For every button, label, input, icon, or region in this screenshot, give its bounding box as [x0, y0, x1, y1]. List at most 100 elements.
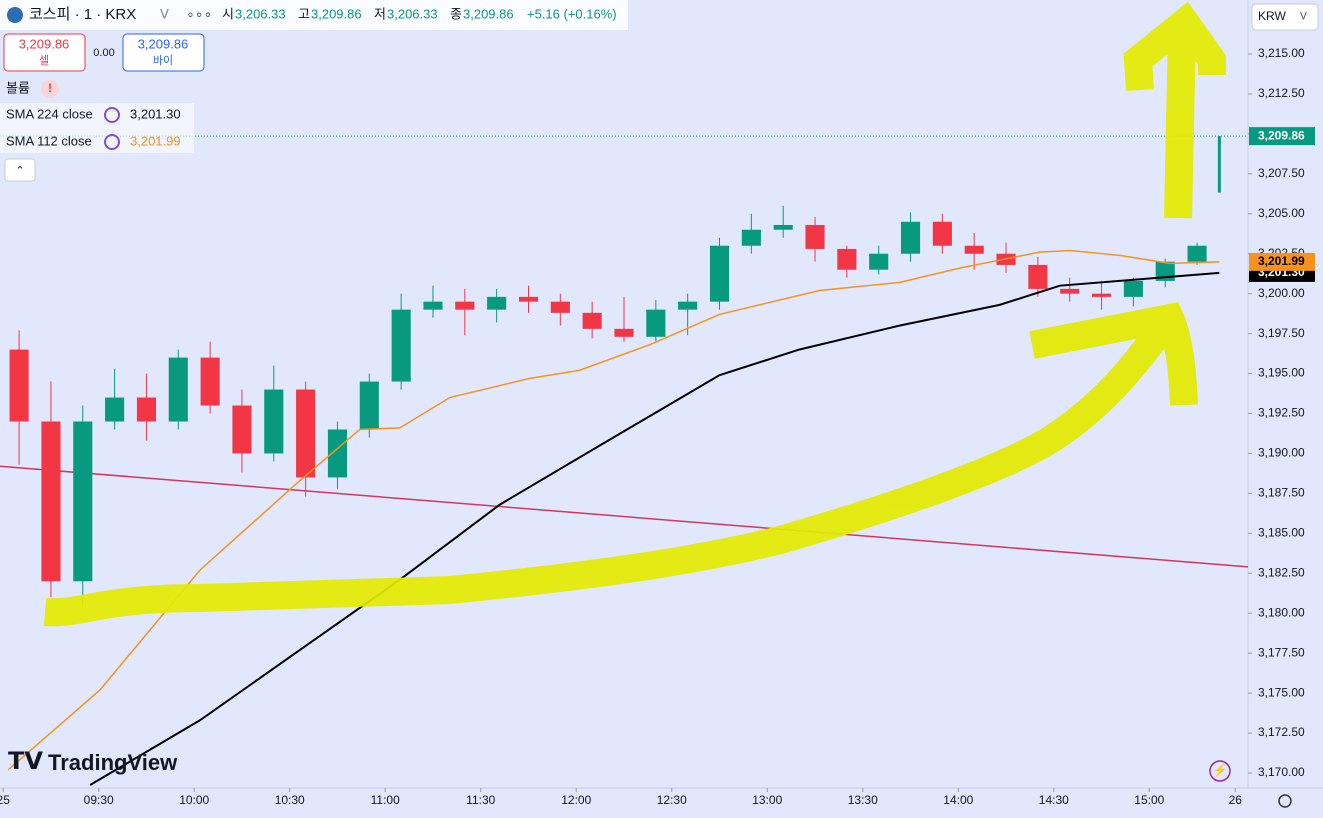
candle-body — [1092, 293, 1112, 297]
price-badge-label: 3,209.86 — [1258, 128, 1305, 142]
y-tick-label: 3,185.00 — [1258, 526, 1305, 540]
y-tick-label: 3,175.00 — [1258, 685, 1305, 699]
y-tick-label: 3,212.50 — [1258, 86, 1305, 100]
y-tick-label: 3,215.00 — [1258, 46, 1305, 60]
candle-body — [1028, 264, 1048, 289]
x-tick-label: 12:30 — [657, 793, 687, 807]
x-tick-label: 10:00 — [179, 793, 209, 807]
legend-name: SMA 112 close — [6, 133, 92, 148]
x-tick-label: 09:30 — [84, 793, 114, 807]
plot: 3,170.00 3,172.50 3,175.00 3,177.50 3,180.00… — [0, 46, 1305, 807]
highlight-stroke — [43, 310, 1181, 627]
legend-value: 3,201.99 — [130, 133, 181, 148]
header-bg — [0, 0, 628, 30]
collapse-button[interactable] — [4, 158, 36, 182]
ohlc-label: 고 — [298, 6, 310, 21]
candle-body — [41, 421, 61, 582]
currency: KRW — [1258, 9, 1286, 23]
x-tick-label: 13:30 — [848, 793, 878, 807]
ohlc-label: 저 — [374, 6, 386, 21]
overlay: 3,209.863,201.303,201.99 — [1249, 127, 1315, 282]
y-tick-label: 3,192.50 — [1258, 406, 1305, 420]
candle-body — [455, 301, 475, 310]
legend-icon[interactable] — [104, 107, 120, 123]
candle-body — [423, 301, 443, 310]
x-tick-label: 10:30 — [275, 793, 305, 807]
warning-icon[interactable] — [41, 80, 59, 98]
candle-body — [709, 245, 730, 302]
candle-body — [773, 224, 793, 230]
y-tick-label: 3,170.00 — [1258, 765, 1305, 779]
x-tick-label: 11:00 — [371, 793, 400, 807]
x-tick-label: 14:30 — [1039, 793, 1069, 807]
candle-body — [105, 397, 125, 422]
y-tick-label: 3,182.50 — [1258, 565, 1305, 579]
candle-body — [805, 224, 825, 249]
candle-body — [837, 248, 857, 270]
candle-body — [359, 381, 379, 430]
x-tick-label: 11:30 — [466, 793, 495, 807]
candle-body — [9, 349, 29, 422]
sell-label: 셀 — [39, 54, 49, 67]
sma-line — [89, 271, 1220, 786]
legend-icon[interactable] — [104, 134, 120, 150]
sell-price: 3,209.86 — [19, 36, 70, 51]
logo-mark: 𝗧𝗩 — [8, 748, 43, 775]
menu[interactable]: ᐯ — [160, 6, 169, 21]
logo: 𝗧𝗩 — [8, 748, 43, 775]
candle-body — [646, 309, 666, 337]
trendline — [0, 465, 1249, 568]
candle-body — [518, 296, 539, 302]
buy-label: 바이 — [153, 54, 173, 67]
sell-button[interactable] — [3, 33, 86, 72]
candle-body — [391, 309, 411, 382]
candle-body — [264, 389, 284, 454]
candle-body — [200, 357, 220, 406]
spread: 0.00 — [93, 47, 114, 59]
price-badge-label: 3,201.99 — [1258, 254, 1305, 268]
currency-button[interactable] — [1251, 3, 1319, 31]
price-badge — [1249, 127, 1315, 146]
x-tick-label: 26 — [1229, 793, 1243, 807]
alert-icon[interactable] — [1209, 760, 1231, 782]
candle-body — [582, 312, 602, 329]
logo-text: TradingView — [48, 750, 178, 775]
candle-body — [869, 253, 889, 270]
candle-body — [932, 221, 952, 246]
candle-body — [296, 389, 316, 478]
y-tick-label: 3,207.50 — [1258, 166, 1305, 180]
more[interactable]: ∘∘∘ — [186, 6, 212, 22]
candle-body — [136, 397, 156, 422]
highlighter — [43, 1, 1226, 627]
candle-body — [900, 221, 921, 254]
alert-bolt: ⚡ — [1213, 763, 1228, 777]
sma-line — [7, 249, 1220, 771]
candle-body — [1217, 136, 1221, 193]
candle-body — [73, 421, 93, 582]
candle-body — [550, 301, 570, 313]
y-tick-label: 3,205.00 — [1258, 206, 1305, 220]
candle-body — [678, 301, 698, 310]
y-tick-label: 3,187.50 — [1258, 486, 1305, 500]
x-tick-label: 25 — [0, 793, 10, 807]
buy-button[interactable] — [122, 33, 205, 72]
candle-body — [1187, 245, 1207, 262]
change: +5.16 (+0.16%) — [527, 6, 617, 21]
x-tick-label: 13:00 — [752, 793, 782, 807]
candle-body — [327, 429, 348, 478]
candle-body — [232, 405, 252, 454]
warning-mark: ! — [48, 81, 52, 95]
volume-label: 볼륨 — [6, 80, 30, 95]
y-tick-label: 3,197.50 — [1258, 326, 1305, 340]
candle-body — [1123, 280, 1143, 297]
ohlc-value: 3,209.86 — [463, 6, 514, 21]
y-tick-label: 3,190.00 — [1258, 446, 1305, 460]
candle-body — [741, 229, 761, 246]
candle-body — [964, 245, 984, 254]
y-tick-label: 3,200.00 — [1258, 286, 1305, 300]
symbol: 코스피 · 1 · KRX — [29, 6, 136, 23]
settings-icon[interactable] — [1278, 794, 1292, 808]
